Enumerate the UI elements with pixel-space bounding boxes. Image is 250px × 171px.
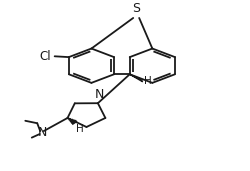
Text: Cl: Cl	[40, 50, 52, 63]
Text: S: S	[132, 2, 140, 15]
Text: N: N	[38, 126, 47, 139]
Text: N: N	[94, 88, 104, 101]
Polygon shape	[130, 74, 143, 82]
Text: H: H	[144, 76, 152, 86]
Text: H: H	[76, 124, 84, 134]
